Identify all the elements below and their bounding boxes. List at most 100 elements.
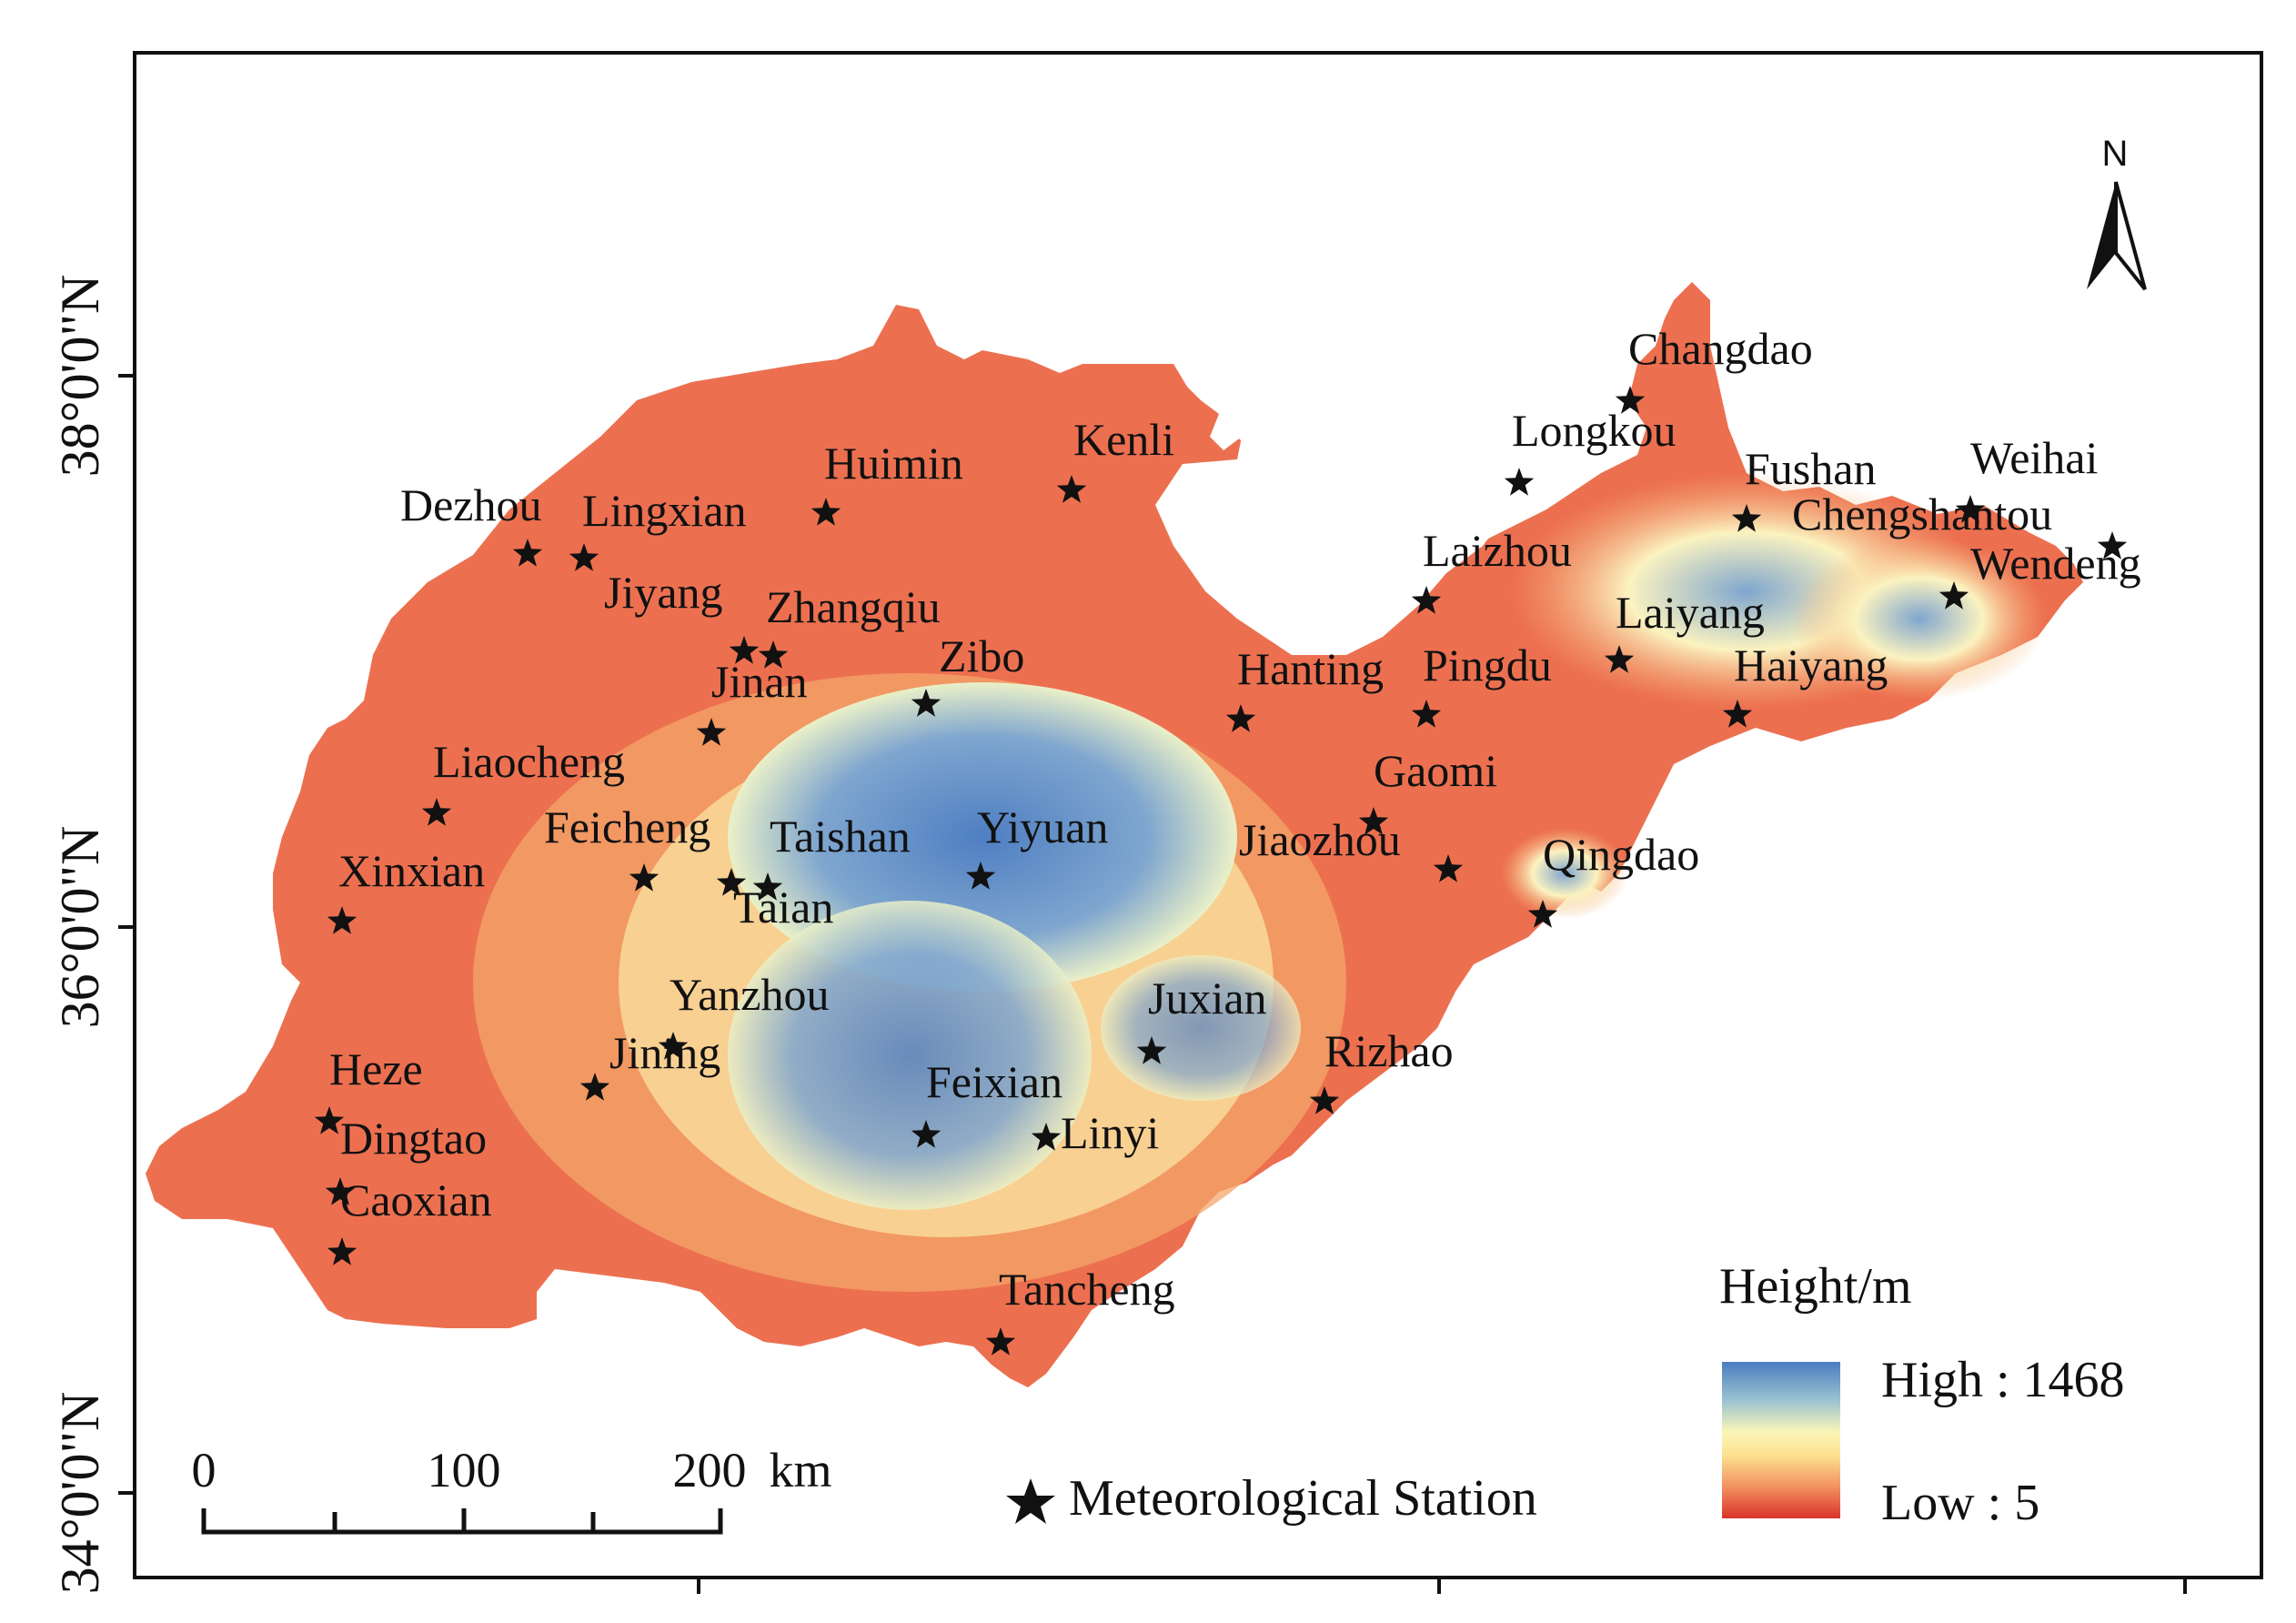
star-icon <box>1031 1123 1062 1151</box>
station-label: Rizhao <box>1324 1025 1454 1076</box>
station-label: Linyi <box>1061 1107 1159 1158</box>
station-label: Dezhou <box>400 479 542 530</box>
star-icon <box>327 906 357 934</box>
star-icon <box>1358 807 1389 835</box>
station-kenli: Kenli <box>1056 414 1174 503</box>
star-icon <box>696 718 727 746</box>
station-label: Haiyang <box>1734 640 1888 691</box>
star-icon <box>327 1237 357 1265</box>
lat-label-34: 34°0'0"N <box>50 1392 110 1595</box>
lat-ticks <box>118 374 135 1495</box>
star-icon <box>1309 1086 1340 1114</box>
star-icon <box>1527 900 1558 928</box>
station-dezhou: Dezhou <box>400 479 543 567</box>
star-icon <box>1604 645 1635 673</box>
legend-low-label: Low : 5 <box>1881 1475 2039 1531</box>
station-label: Chengshantou <box>1792 489 2052 539</box>
star-icon <box>752 872 783 901</box>
scale-unit: km <box>769 1443 831 1497</box>
star-icon <box>1615 386 1646 414</box>
star-icon <box>729 636 760 664</box>
station-label: Jiaozhou <box>1239 814 1401 865</box>
station-label: Pingdu <box>1423 640 1552 691</box>
station-taishan: Taishan <box>716 811 911 896</box>
station-label: Tancheng <box>999 1264 1175 1315</box>
station-rizhao: Rizhao <box>1309 1025 1454 1114</box>
station-label: Jiyang <box>604 567 723 618</box>
laizhou-bay <box>1173 273 1665 582</box>
scale-tick-200: 200 <box>673 1443 747 1497</box>
station-label: Lingxian <box>582 485 747 536</box>
station-tancheng: Tancheng <box>985 1264 1175 1356</box>
star-icon <box>1056 475 1087 503</box>
star-icon <box>314 1106 345 1134</box>
legend-high-label: High : 1468 <box>1881 1352 2125 1408</box>
star-icon <box>1504 468 1535 496</box>
legend-color-ramp <box>1722 1362 1840 1518</box>
station-label: Jining <box>609 1027 720 1078</box>
star-icon <box>1433 854 1464 882</box>
station-zibo: Zibo <box>911 630 1024 717</box>
star-icon <box>325 1177 356 1205</box>
height-legend: Height/m High : 1468 Low : 5 <box>1719 1258 2125 1531</box>
station-label: Zhangqiu <box>766 581 941 632</box>
star-icon <box>758 640 789 669</box>
station-label: Longkou <box>1512 405 1677 456</box>
station-chengshantou: Chengshantou <box>1792 489 2128 559</box>
station-jiaozhou: Jiaozhou <box>1239 814 1464 882</box>
star-icon <box>512 539 543 567</box>
station-yiyuan: Yiyuan <box>965 801 1108 890</box>
station-label: Weihai <box>1970 432 2098 483</box>
station-changdao: Changdao <box>1615 323 1813 414</box>
station-jining: Jining <box>579 1027 720 1101</box>
station-huimin: Huimin <box>811 438 963 526</box>
station-label: Wendeng <box>1970 538 2141 589</box>
station-fushan: Fushan <box>1731 443 1876 532</box>
station-label: Caoxian <box>340 1174 492 1225</box>
station-laizhou: Laizhou <box>1411 525 1572 614</box>
station-label: Feixian <box>926 1056 1062 1107</box>
station-juxian: Juxian <box>1136 973 1267 1064</box>
station-zhangqiu: Zhangqiu <box>758 581 941 669</box>
station-feicheng: Feicheng <box>544 801 710 892</box>
peninsula-uplands-east <box>1792 537 2047 701</box>
station-liaocheng: Liaocheng <box>421 736 625 826</box>
scale-tick-100: 100 <box>428 1443 501 1497</box>
station-label: Taishan <box>770 811 911 862</box>
star-icon <box>658 1032 689 1060</box>
north-label: N <box>2102 134 2129 174</box>
station-wendeng: Wendeng <box>1939 538 2141 610</box>
station-weihai: Weihai <box>1955 432 2098 523</box>
station-label: Qingdao <box>1543 829 1699 880</box>
station-qingdao: Qingdao <box>1527 829 1699 928</box>
station-label: Kenli <box>1073 414 1174 465</box>
station-label: Xinxian <box>338 845 485 896</box>
star-icon <box>1722 700 1753 728</box>
station-label: Huimin <box>824 438 963 489</box>
station-gaomi: Gaomi <box>1358 745 1497 835</box>
legend-title: Height/m <box>1719 1258 1912 1315</box>
station-label: Jinan <box>711 656 808 707</box>
station-label: Zibo <box>939 630 1024 681</box>
station-longkou: Longkou <box>1504 405 1677 496</box>
station-caoxian: Caoxian <box>327 1174 492 1265</box>
station-label: Changdao <box>1628 323 1813 374</box>
station-label: Taian <box>733 882 833 932</box>
stations-layer: Changdao Longkou Fushan Weihai ChengshantouW… <box>314 323 2141 1356</box>
station-label: Heze <box>329 1043 423 1094</box>
station-taian: Taian <box>733 872 833 932</box>
station-label: Hanting <box>1237 643 1384 694</box>
station-label: Fushan <box>1745 443 1876 494</box>
station-label: Dingtao <box>340 1113 487 1164</box>
scale-bar: 0 100 200 km <box>192 1443 832 1535</box>
legend-station-label: Meteorological Station <box>1069 1470 1537 1527</box>
star-icon <box>1955 495 1986 523</box>
lat-label-36: 36°0'0"N <box>50 826 110 1029</box>
station-legend: Meteorological Station <box>1006 1470 1537 1527</box>
star-icon <box>579 1073 610 1101</box>
station-jinan: Jinan <box>696 656 808 746</box>
star-icon <box>911 1120 942 1148</box>
star-icon <box>1411 700 1442 728</box>
station-lingxian: Lingxian <box>569 485 747 571</box>
